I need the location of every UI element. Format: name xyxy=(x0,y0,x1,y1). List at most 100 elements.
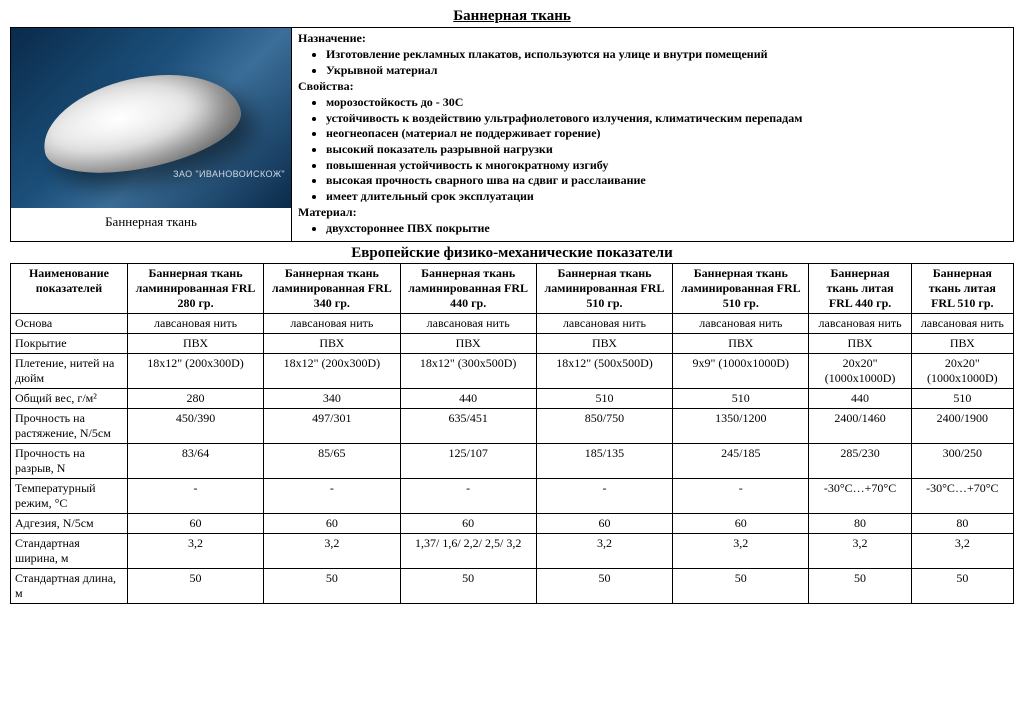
table-cell: ПВХ xyxy=(911,333,1013,353)
table-cell: лавсановая нить xyxy=(911,313,1013,333)
table-cell: 50 xyxy=(809,568,911,603)
table-cell: 60 xyxy=(400,513,536,533)
table-cell: 50 xyxy=(536,568,672,603)
table-cell: -30°С…+70°С xyxy=(809,478,911,513)
table-cell: 18x12" (200x300D) xyxy=(264,353,400,388)
table-cell: 60 xyxy=(673,513,809,533)
list-item: высокая прочность сварного шва на сдвиг … xyxy=(326,173,1007,189)
table-header-row: Наименование показателейБаннерная ткань … xyxy=(11,263,1014,313)
list-item: высокий показатель разрывной нагрузки xyxy=(326,142,1007,158)
table-cell: - xyxy=(536,478,672,513)
column-header: Баннерная ткань ламинированная FRL 340 г… xyxy=(264,263,400,313)
list-item: Изготовление рекламных плакатов, использ… xyxy=(326,47,1007,63)
table-cell: 3,2 xyxy=(911,533,1013,568)
data-table: Наименование показателейБаннерная ткань … xyxy=(10,263,1014,604)
list-item: двухстороннее ПВХ покрытие xyxy=(326,221,1007,237)
table-row: Плетение, нитей на дюйм18x12" (200x300D)… xyxy=(11,353,1014,388)
table-cell: 185/135 xyxy=(536,443,672,478)
table-cell: 50 xyxy=(400,568,536,603)
row-header: Основа xyxy=(11,313,128,333)
table-cell: 1,37/ 1,6/ 2,2/ 2,5/ 3,2 xyxy=(400,533,536,568)
table-cell: 50 xyxy=(673,568,809,603)
table-cell: 510 xyxy=(673,388,809,408)
table-cell: 850/750 xyxy=(536,408,672,443)
table-cell: - xyxy=(400,478,536,513)
row-header: Покрытие xyxy=(11,333,128,353)
image-cell: ЗАО "ИВАНОВОИСКОЖ" Баннерная ткань xyxy=(11,28,292,242)
image-caption: Баннерная ткань xyxy=(11,208,291,233)
material-list: двухстороннее ПВХ покрытие xyxy=(326,221,1007,237)
table-cell: 3,2 xyxy=(673,533,809,568)
column-header: Наименование показателей xyxy=(11,263,128,313)
table-row: Прочность на разрыв, N83/6485/65125/1071… xyxy=(11,443,1014,478)
column-header: Баннерная ткань ламинированная FRL 280 г… xyxy=(127,263,263,313)
table-cell: лавсановая нить xyxy=(536,313,672,333)
table-cell: 245/185 xyxy=(673,443,809,478)
table-cell: 18x12" (200x300D) xyxy=(127,353,263,388)
table-cell: 60 xyxy=(127,513,263,533)
table-cell: лавсановая нить xyxy=(400,313,536,333)
row-header: Прочность на разрыв, N xyxy=(11,443,128,478)
table-cell: 635/451 xyxy=(400,408,536,443)
table-cell: 510 xyxy=(536,388,672,408)
list-item: имеет длительный срок эксплуатации xyxy=(326,189,1007,205)
table-cell: -30°С…+70°С xyxy=(911,478,1013,513)
table-cell: 18x12" (300x500D) xyxy=(400,353,536,388)
table-row: Температурный режим, °С------30°С…+70°С-… xyxy=(11,478,1014,513)
column-header: Баннерная ткань ламинированная FRL 510 г… xyxy=(673,263,809,313)
table-cell: 50 xyxy=(127,568,263,603)
material-label: Материал: xyxy=(298,205,357,219)
table-cell: 2400/1460 xyxy=(809,408,911,443)
table-cell: 9x9" (1000x1000D) xyxy=(673,353,809,388)
table-cell: 280 xyxy=(127,388,263,408)
table-cell: 3,2 xyxy=(127,533,263,568)
properties-label: Свойства: xyxy=(298,79,354,93)
table-cell: 18x12" (500x500D) xyxy=(536,353,672,388)
row-header: Прочность на растяжение, N/5см xyxy=(11,408,128,443)
table-cell: 80 xyxy=(809,513,911,533)
row-header: Стандартная ширина, м xyxy=(11,533,128,568)
row-header: Плетение, нитей на дюйм xyxy=(11,353,128,388)
table-cell: 340 xyxy=(264,388,400,408)
table-cell: 285/230 xyxy=(809,443,911,478)
table-cell: 50 xyxy=(264,568,400,603)
table-cell: ПВХ xyxy=(673,333,809,353)
table-cell: ПВХ xyxy=(400,333,536,353)
table-cell: - xyxy=(127,478,263,513)
table-row: Основалавсановая нитьлавсановая нитьлавс… xyxy=(11,313,1014,333)
table-cell: ПВХ xyxy=(809,333,911,353)
table-cell: лавсановая нить xyxy=(127,313,263,333)
table-cell: 20x20" (1000x1000D) xyxy=(809,353,911,388)
table-row: Прочность на растяжение, N/5см450/390497… xyxy=(11,408,1014,443)
table-cell: 3,2 xyxy=(809,533,911,568)
watermark: ЗАО "ИВАНОВОИСКОЖ" xyxy=(173,169,285,180)
table-cell: 125/107 xyxy=(400,443,536,478)
table-row: Общий вес, г/м²280340440510510440510 xyxy=(11,388,1014,408)
purpose-list: Изготовление рекламных плакатов, использ… xyxy=(326,47,1007,78)
table-cell: 497/301 xyxy=(264,408,400,443)
table-cell: 1350/1200 xyxy=(673,408,809,443)
table-cell: ПВХ xyxy=(536,333,672,353)
table-cell: 510 xyxy=(911,388,1013,408)
product-image: ЗАО "ИВАНОВОИСКОЖ" xyxy=(11,28,291,208)
table-body: Основалавсановая нитьлавсановая нитьлавс… xyxy=(11,313,1014,603)
list-item: повышенная устойчивость к многократному … xyxy=(326,158,1007,174)
table-row: ПокрытиеПВХПВХПВХПВХПВХПВХПВХ xyxy=(11,333,1014,353)
table-cell: - xyxy=(264,478,400,513)
table-cell: 60 xyxy=(536,513,672,533)
table-cell: 85/65 xyxy=(264,443,400,478)
row-header: Стандартная длина, м xyxy=(11,568,128,603)
table-cell: лавсановая нить xyxy=(264,313,400,333)
table-cell: 50 xyxy=(911,568,1013,603)
table-cell: 20x20" (1000x1000D) xyxy=(911,353,1013,388)
row-header: Общий вес, г/м² xyxy=(11,388,128,408)
table-title: Европейские физико-механические показате… xyxy=(10,245,1014,262)
column-header: Баннерная ткань литая FRL 510 гр. xyxy=(911,263,1013,313)
row-header: Адгезия, N/5см xyxy=(11,513,128,533)
column-header: Баннерная ткань литая FRL 440 гр. xyxy=(809,263,911,313)
table-cell: 2400/1900 xyxy=(911,408,1013,443)
table-cell: 3,2 xyxy=(536,533,672,568)
table-cell: - xyxy=(673,478,809,513)
list-item: Укрывной материал xyxy=(326,63,1007,79)
column-header: Баннерная ткань ламинированная FRL 510 г… xyxy=(536,263,672,313)
